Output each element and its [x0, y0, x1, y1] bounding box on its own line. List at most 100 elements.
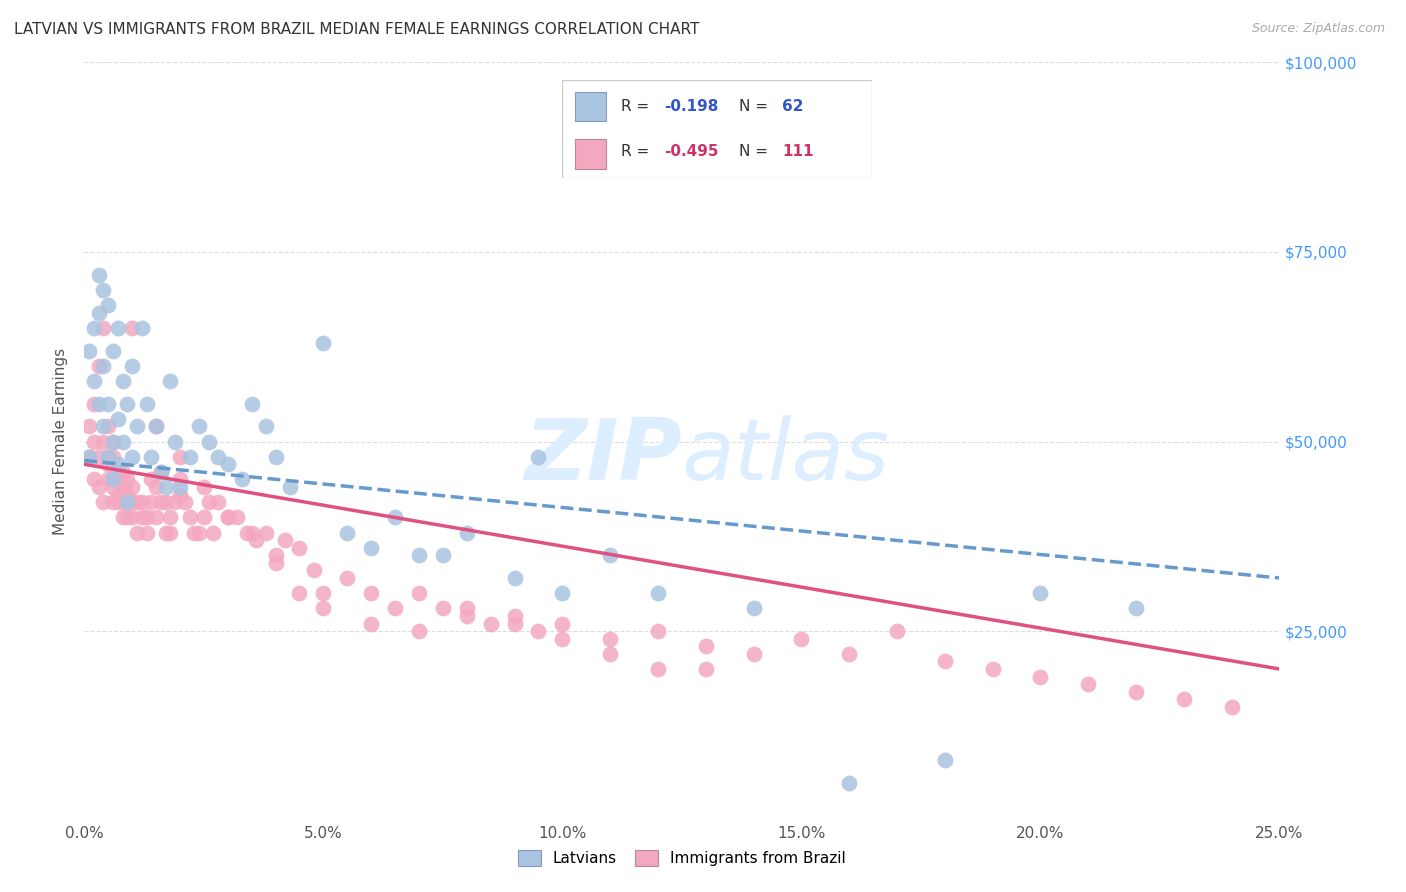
Point [1077, 677, 1099, 691]
Point [83, 434, 105, 449]
Point [93, 419, 115, 434]
Point [264, 450, 287, 464]
Point [479, 616, 502, 631]
Point [456, 608, 478, 623]
Point [207, 450, 229, 464]
Point [742, 601, 765, 615]
Text: 62: 62 [782, 99, 803, 114]
Point [527, 624, 550, 639]
Point [97, 298, 120, 312]
Point [169, 487, 191, 501]
Point [408, 586, 430, 600]
Point [254, 525, 277, 540]
Point [432, 601, 454, 615]
Point [121, 480, 143, 494]
Point [93, 283, 115, 297]
Point [336, 571, 359, 585]
Point [254, 419, 277, 434]
Point [838, 776, 860, 790]
Text: N =: N = [738, 99, 772, 114]
Point [111, 480, 134, 494]
Point [149, 495, 172, 509]
Point [97, 457, 120, 471]
Point [312, 586, 335, 600]
Point [87, 268, 110, 282]
Point [647, 662, 669, 676]
Point [360, 586, 382, 600]
Point [107, 473, 129, 487]
Point [599, 647, 621, 661]
Text: -0.495: -0.495 [665, 145, 718, 160]
Point [312, 601, 335, 615]
Point [231, 473, 253, 487]
Point [93, 495, 115, 509]
Point [551, 586, 574, 600]
Point [149, 465, 172, 479]
Point [131, 320, 153, 334]
Point [217, 510, 239, 524]
Point [647, 586, 669, 600]
Point [188, 419, 211, 434]
Point [179, 510, 201, 524]
Point [121, 359, 143, 373]
Point [77, 450, 100, 464]
Point [149, 465, 172, 479]
Point [101, 343, 124, 358]
Point [360, 616, 382, 631]
Point [264, 548, 287, 563]
Point [207, 495, 229, 509]
Point [135, 525, 157, 540]
Point [288, 541, 311, 555]
Point [155, 495, 177, 509]
Point [87, 359, 110, 373]
Point [264, 556, 287, 570]
Point [197, 434, 219, 449]
Point [934, 655, 956, 669]
Point [87, 305, 110, 319]
Point [101, 434, 124, 449]
Point [97, 419, 120, 434]
Point [188, 525, 211, 540]
Point [77, 343, 100, 358]
Point [93, 359, 115, 373]
Text: R =: R = [621, 145, 654, 160]
Point [107, 412, 129, 426]
FancyBboxPatch shape [575, 139, 606, 169]
Text: 111: 111 [782, 145, 814, 160]
Text: N =: N = [738, 145, 772, 160]
Text: ZIP: ZIP [524, 415, 682, 499]
Point [107, 457, 129, 471]
Point [155, 480, 177, 494]
Point [551, 616, 574, 631]
Point [193, 510, 215, 524]
Text: Source: ZipAtlas.com: Source: ZipAtlas.com [1251, 22, 1385, 36]
Point [107, 320, 129, 334]
Point [87, 396, 110, 410]
Point [155, 525, 177, 540]
Point [236, 525, 259, 540]
Point [117, 473, 139, 487]
Point [503, 608, 526, 623]
Point [599, 632, 621, 646]
Point [193, 480, 215, 494]
Point [169, 480, 191, 494]
Point [121, 320, 143, 334]
Point [111, 465, 134, 479]
Point [141, 473, 163, 487]
Point [527, 450, 550, 464]
Point [159, 510, 181, 524]
Point [83, 374, 105, 388]
Point [125, 525, 148, 540]
Point [77, 419, 100, 434]
Point [165, 495, 187, 509]
Point [101, 450, 124, 464]
Point [145, 510, 167, 524]
Point [135, 510, 157, 524]
Legend: Latvians, Immigrants from Brazil: Latvians, Immigrants from Brazil [517, 850, 846, 866]
Point [97, 450, 120, 464]
Point [1029, 669, 1052, 683]
Point [93, 434, 115, 449]
Point [274, 533, 297, 547]
Point [312, 335, 335, 350]
Point [408, 548, 430, 563]
